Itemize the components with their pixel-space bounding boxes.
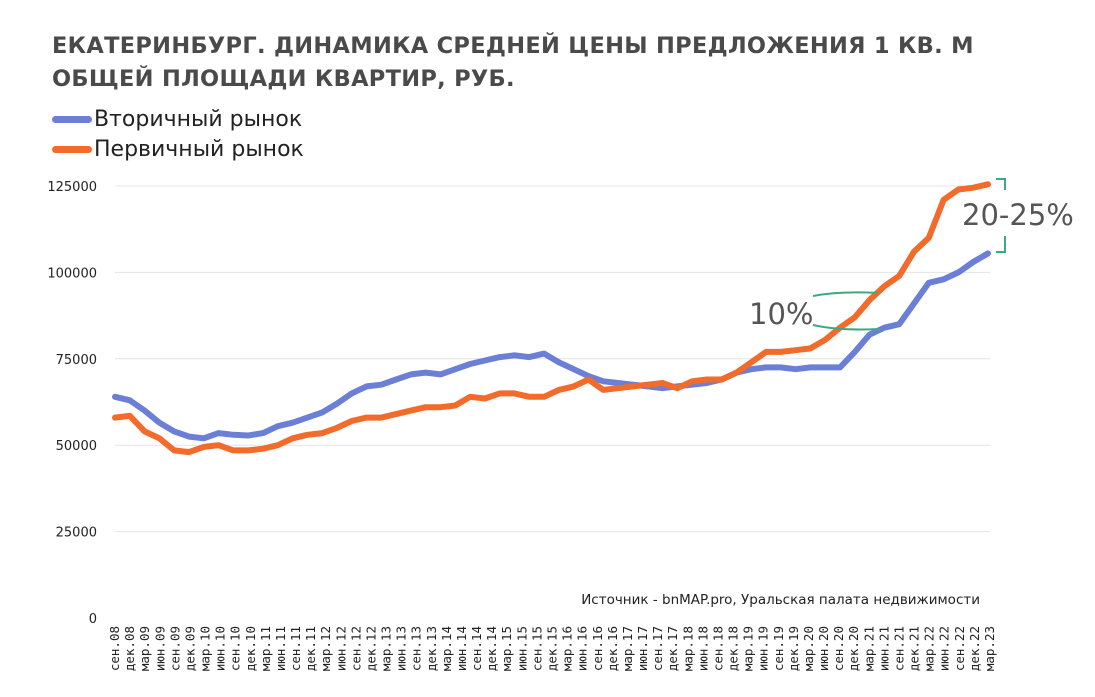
x-tick-label: дек.09 — [182, 626, 197, 671]
y-tick-label: 75000 — [56, 353, 97, 368]
x-tick-label: мар.23 — [982, 626, 997, 671]
x-tick-label: июн.11 — [273, 626, 288, 671]
x-tick-label: мар.12 — [318, 626, 333, 671]
annotation-20-25pct-label: 20-25% — [962, 198, 1074, 232]
x-tick-label: сен.14 — [469, 626, 484, 671]
x-tick-label: мар.21 — [861, 626, 876, 671]
x-tick-label: дек.19 — [786, 626, 801, 671]
x-tick-label: дек.22 — [967, 626, 982, 671]
x-tick-label: июн.22 — [937, 626, 952, 671]
x-tick-label: июн.18 — [695, 626, 710, 671]
x-tick-label: дек.21 — [907, 626, 922, 671]
y-tick-label: 0 — [89, 612, 97, 627]
x-tick-label: дек.10 — [243, 626, 258, 671]
x-tick-label: дек.16 — [605, 626, 620, 671]
x-tick-label: сен.17 — [650, 626, 665, 671]
x-tick-label: мар.11 — [258, 626, 273, 671]
x-tick-label: мар.16 — [560, 626, 575, 671]
x-tick-label: дек.11 — [303, 626, 318, 671]
annotation-10pct-top-line — [813, 292, 878, 296]
x-tick-label: сен.08 — [107, 626, 122, 671]
series-line-secondary-market — [115, 253, 988, 438]
annotation-20-25pct-bracket-top — [996, 179, 1005, 190]
x-tick-label: дек.14 — [484, 626, 499, 671]
x-tick-label: июн.21 — [876, 626, 891, 671]
x-tick-label: июн.15 — [514, 626, 529, 671]
x-axis: сен.08 дек.08 мар.09 июн.09 сен.09 дек.09 мар.… — [107, 626, 997, 671]
x-tick-label: сен.19 — [771, 626, 786, 671]
x-tick-label: мар.17 — [620, 626, 635, 671]
x-tick-label: июн.10 — [213, 626, 228, 671]
x-tick-label: сен.18 — [710, 626, 725, 671]
x-tick-label: сен.10 — [228, 626, 243, 671]
x-tick-label: сен.21 — [891, 626, 906, 671]
x-tick-label: мар.15 — [499, 626, 514, 671]
x-tick-label: сен.15 — [529, 626, 544, 671]
y-tick-label: 25000 — [56, 526, 97, 541]
y-tick-label: 50000 — [56, 439, 97, 454]
x-tick-label: мар.18 — [680, 626, 695, 671]
x-tick-label: мар.14 — [439, 626, 454, 671]
x-tick-label: сен.20 — [831, 626, 846, 671]
x-tick-label: мар.20 — [801, 626, 816, 671]
x-tick-label: июн.19 — [756, 626, 771, 671]
series-line-primary-market — [115, 184, 988, 452]
x-tick-label: дек.13 — [424, 626, 439, 671]
x-tick-label: дек.18 — [726, 626, 741, 671]
x-tick-label: июн.20 — [816, 626, 831, 671]
x-tick-label: июн.13 — [394, 626, 409, 671]
x-tick-label: июн.16 — [575, 626, 590, 671]
y-tick-label: 125000 — [47, 180, 97, 195]
x-tick-label: июн.09 — [152, 626, 167, 671]
x-tick-label: дек.20 — [846, 626, 861, 671]
series-lines — [115, 184, 988, 452]
y-tick-label: 100000 — [47, 266, 97, 281]
x-tick-label: дек.15 — [545, 626, 560, 671]
source-note: Источник - bnMAP.pro, Уральская палата н… — [581, 592, 980, 608]
x-tick-label: июн.17 — [635, 626, 650, 671]
x-tick-label: сен.16 — [590, 626, 605, 671]
x-tick-label: дек.17 — [665, 626, 680, 671]
annotation-20-25pct-bracket-bottom — [996, 236, 1005, 252]
x-tick-label: дек.12 — [363, 626, 378, 671]
annotation-10pct-label: 10% — [749, 297, 813, 331]
y-axis: 0 25000 50000 75000 100000 125000 — [47, 180, 97, 627]
x-tick-label: сен.11 — [288, 626, 303, 671]
x-tick-label: сен.09 — [167, 626, 182, 671]
x-tick-label: сен.22 — [952, 626, 967, 671]
x-tick-label: мар.22 — [922, 626, 937, 671]
x-tick-label: июн.12 — [333, 626, 348, 671]
x-tick-label: дек.08 — [122, 626, 137, 671]
annotation-20-25pct: 20-25% — [962, 179, 1074, 252]
x-tick-label: мар.09 — [137, 626, 152, 671]
x-tick-label: сен.12 — [348, 626, 363, 671]
x-tick-label: мар.10 — [198, 626, 213, 671]
x-tick-label: мар.13 — [379, 626, 394, 671]
x-tick-label: мар.19 — [741, 626, 756, 671]
x-tick-label: сен.13 — [409, 626, 424, 671]
x-tick-label: июн.14 — [454, 626, 469, 671]
